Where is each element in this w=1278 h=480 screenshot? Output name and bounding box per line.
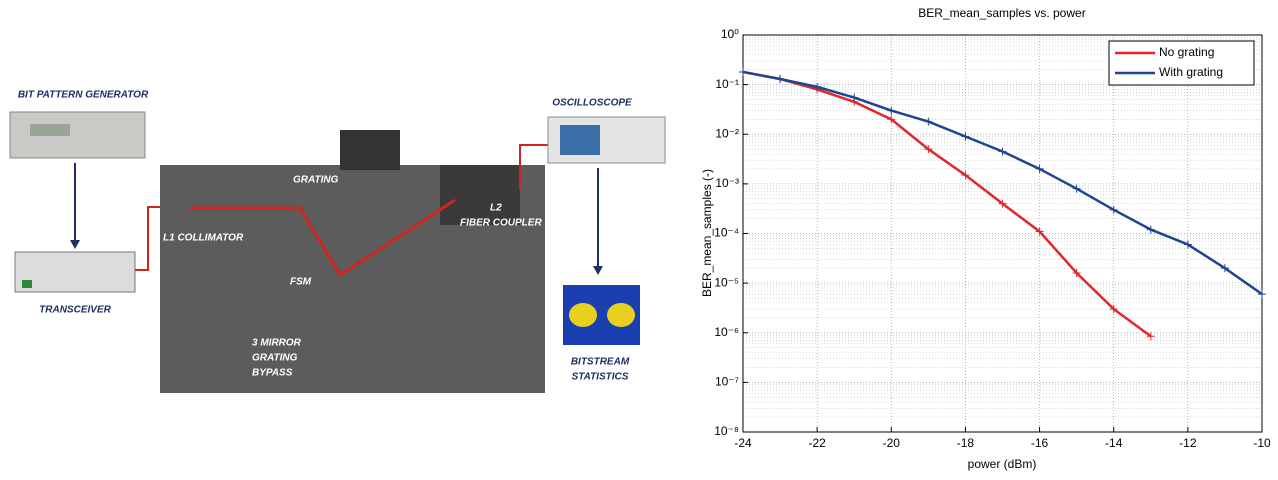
y-tick-label: 10⁻⁷ bbox=[715, 375, 739, 389]
y-tick-label: 10⁻² bbox=[715, 126, 739, 140]
diagram-label: L1 COLLIMATOR bbox=[163, 233, 244, 244]
device-button bbox=[22, 280, 32, 288]
x-tick-label: -24 bbox=[734, 436, 752, 450]
chart-title: BER_mean_samples vs. power bbox=[918, 6, 1085, 20]
diagram-label: GRATING bbox=[293, 175, 339, 186]
diagram-label: FSM bbox=[290, 277, 312, 288]
diagram-label: BIT PATTERN GENERATOR bbox=[18, 90, 149, 101]
y-tick-label: 10⁻⁴ bbox=[714, 226, 739, 240]
signal-arrow bbox=[135, 207, 160, 270]
y-tick-label: 10⁻¹ bbox=[715, 77, 739, 91]
device-display bbox=[30, 124, 70, 136]
arrow-head bbox=[593, 266, 603, 275]
y-tick-label: 10⁰ bbox=[721, 27, 739, 41]
x-tick-label: -18 bbox=[957, 436, 975, 450]
y-tick-label: 10⁻⁵ bbox=[714, 275, 739, 289]
diagram-label: BYPASS bbox=[252, 368, 293, 379]
x-tick-label: -14 bbox=[1105, 436, 1123, 450]
x-axis-label: power (dBm) bbox=[968, 457, 1037, 471]
transceiver bbox=[15, 252, 135, 292]
diagram-label: BITSTREAM bbox=[571, 357, 630, 368]
x-tick-label: -10 bbox=[1253, 436, 1271, 450]
eye-diagram-shape bbox=[607, 303, 635, 327]
diagram-label: GRATING bbox=[252, 353, 298, 364]
chart: BER_mean_samples vs. power power (dBm) B… bbox=[700, 6, 1271, 471]
diagram-label: 3 MIRROR bbox=[252, 338, 302, 349]
optical-mount bbox=[340, 130, 400, 170]
setup-diagram: BIT PATTERN GENERATOR TRANSCEIVER GRATIN… bbox=[10, 90, 665, 393]
legend-label: No grating bbox=[1159, 45, 1214, 59]
optical-mount bbox=[440, 165, 520, 225]
diagram-label: OSCILLOSCOPE bbox=[552, 98, 632, 109]
eye-diagram-shape bbox=[569, 303, 597, 327]
diagram-label: L2 bbox=[490, 203, 502, 214]
diagram-label: STATISTICS bbox=[572, 372, 629, 383]
x-tick-label: -20 bbox=[883, 436, 901, 450]
page: BIT PATTERN GENERATOR TRANSCEIVER GRATIN… bbox=[0, 0, 1278, 475]
diagram-label: FIBER COUPLER bbox=[460, 218, 542, 229]
y-axis-label: BER_mean_samples (-) bbox=[700, 169, 714, 297]
x-tick-label: -12 bbox=[1179, 436, 1197, 450]
y-tick-label: 10⁻³ bbox=[715, 176, 739, 190]
arrow-head bbox=[70, 240, 80, 249]
device-display bbox=[560, 125, 600, 155]
legend-label: With grating bbox=[1159, 65, 1223, 79]
y-tick-label: 10⁻⁶ bbox=[714, 325, 739, 339]
x-tick-label: -16 bbox=[1031, 436, 1049, 450]
diagram-label: TRANSCEIVER bbox=[39, 305, 111, 316]
x-tick-label: -22 bbox=[808, 436, 826, 450]
